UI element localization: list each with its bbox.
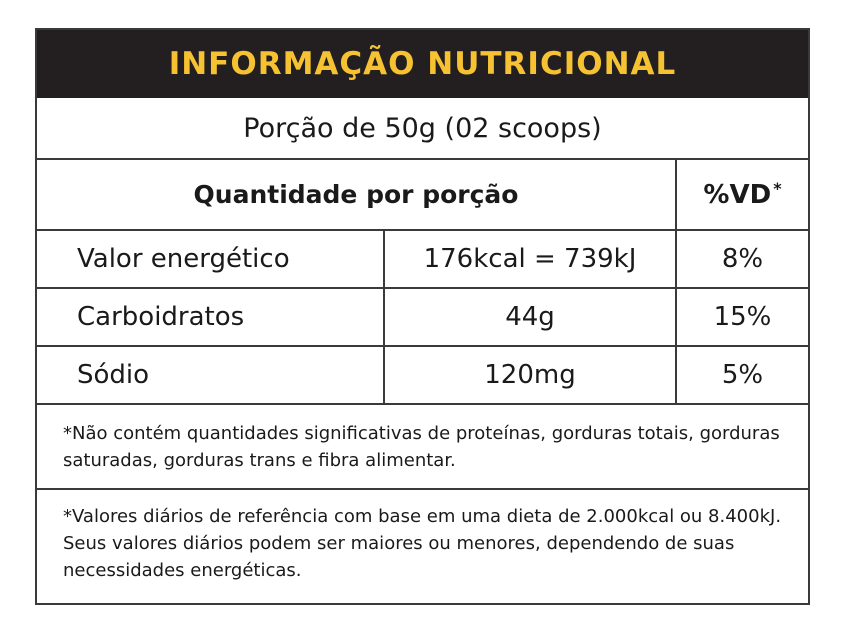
daily-value-label: %VD: [703, 179, 772, 210]
table-row: Valor energético 176kcal = 739kJ 8%: [37, 231, 808, 289]
footnote-daily-values: *Valores diários de referência com base …: [63, 506, 782, 581]
footnote-not-significant: *Não contém quantidades significativas d…: [37, 404, 808, 490]
column-header-daily-value: %VD *: [677, 160, 808, 229]
column-header-amount: Quantidade por porção: [37, 160, 677, 229]
table-row: Sódio 120mg 5%: [37, 347, 808, 405]
nutrient-name: Valor energético: [37, 231, 385, 287]
panel-title: INFORMAÇÃO NUTRICIONAL: [168, 46, 677, 82]
nutrient-daily-value: 5%: [721, 360, 764, 390]
title-bar: INFORMAÇÃO NUTRICIONAL: [37, 30, 808, 98]
nutrient-amount: 44g: [385, 289, 677, 345]
nutrient-daily-value: 15%: [713, 302, 772, 332]
serving-size: Porção de 50g (02 scoops): [37, 98, 808, 160]
nutrient-amount: 120mg: [385, 347, 677, 403]
table-header-row: Quantidade por porção %VD *: [37, 160, 808, 231]
nutrient-name: Carboidratos: [37, 289, 385, 345]
nutrient-daily-value: 8%: [721, 244, 764, 274]
nutrient-name: Sódio: [37, 347, 385, 403]
nutrition-facts-panel: INFORMAÇÃO NUTRICIONAL Porção de 50g (02…: [35, 28, 810, 605]
nutrient-amount: 176kcal = 739kJ: [385, 231, 677, 287]
table-row: Carboidratos 44g 15%: [37, 289, 808, 347]
daily-value-footnote-mark: *: [773, 179, 782, 198]
